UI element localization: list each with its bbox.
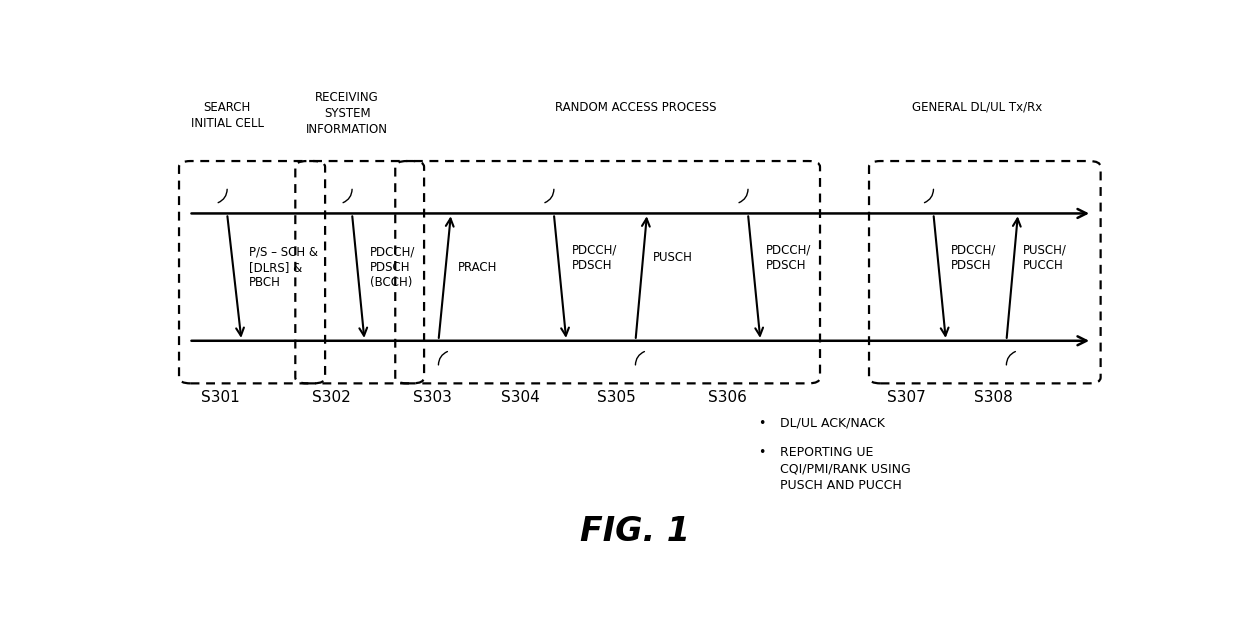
Text: S304: S304 <box>501 390 539 404</box>
Text: RANDOM ACCESS PROCESS: RANDOM ACCESS PROCESS <box>554 100 717 114</box>
Text: PDCCH/
PDSCH: PDCCH/ PDSCH <box>766 244 811 272</box>
Text: S308: S308 <box>973 390 1013 404</box>
Text: PUSCH: PUSCH <box>652 251 693 264</box>
Text: SEARCH
INITIAL CELL: SEARCH INITIAL CELL <box>191 100 264 130</box>
Text: GENERAL DL/UL Tx/Rx: GENERAL DL/UL Tx/Rx <box>911 100 1042 114</box>
Text: PDCCH/
PDSCH
(BCCH): PDCCH/ PDSCH (BCCH) <box>371 245 415 289</box>
Text: RECEIVING
SYSTEM
INFORMATION: RECEIVING SYSTEM INFORMATION <box>306 91 388 136</box>
Text: S302: S302 <box>311 390 351 404</box>
Text: S305: S305 <box>596 390 636 404</box>
Text: FIG. 1: FIG. 1 <box>580 515 691 548</box>
Text: S307: S307 <box>888 390 926 404</box>
Text: PRACH: PRACH <box>458 261 497 274</box>
Text: P/S – SCH &
[DLRS] &
PBCH: P/S – SCH & [DLRS] & PBCH <box>249 245 319 289</box>
Text: S303: S303 <box>413 390 451 404</box>
Text: •: • <box>759 446 766 459</box>
Text: PDCCH/
PDSCH: PDCCH/ PDSCH <box>951 244 996 272</box>
Text: DL/UL ACK/NACK: DL/UL ACK/NACK <box>780 417 884 430</box>
Text: S301: S301 <box>201 390 239 404</box>
Text: PDCCH/
PDSCH: PDCCH/ PDSCH <box>572 244 618 272</box>
Text: •: • <box>759 417 766 430</box>
Text: REPORTING UE
CQI/PMI/RANK USING
PUSCH AND PUCCH: REPORTING UE CQI/PMI/RANK USING PUSCH AN… <box>780 446 910 492</box>
Text: PUSCH/
PUCCH: PUSCH/ PUCCH <box>1023 244 1066 272</box>
Text: S306: S306 <box>708 390 746 404</box>
